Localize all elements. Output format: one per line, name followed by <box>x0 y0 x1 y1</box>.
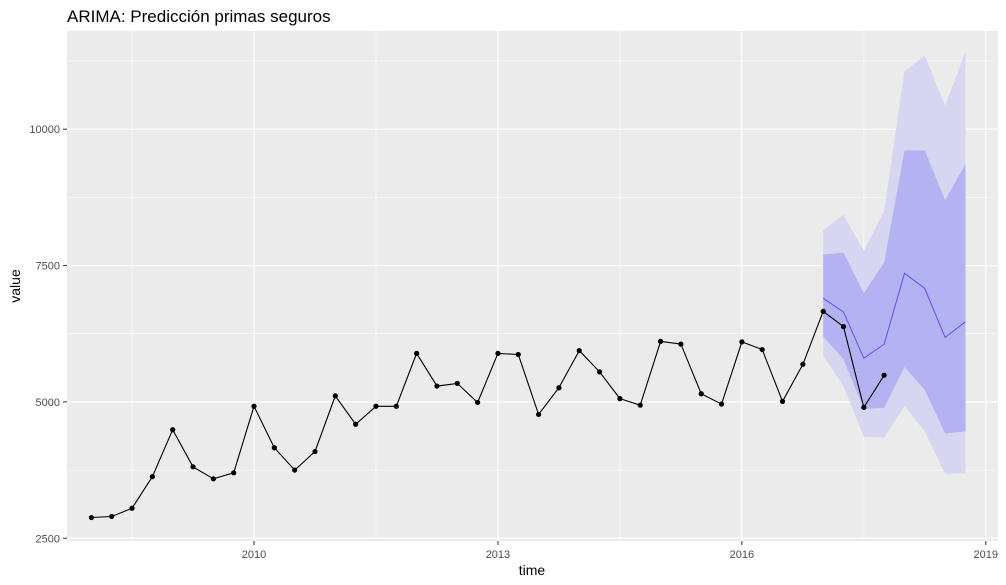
observed-point <box>576 348 582 354</box>
observed-point <box>515 351 521 358</box>
observed-point <box>657 338 664 344</box>
chart-title: ARIMA: Predicción primas seguros <box>67 7 331 26</box>
observed-point <box>454 380 460 386</box>
observed-point <box>414 350 420 356</box>
y-tick-label: 2500 <box>36 533 60 545</box>
observed-point <box>535 411 542 418</box>
observed-point <box>251 403 257 409</box>
y-tick-label: 7500 <box>36 261 60 273</box>
forecast-line <box>822 272 966 360</box>
observed-point <box>800 361 806 367</box>
observed-point <box>149 474 155 480</box>
observed-point <box>739 339 745 345</box>
observed-point <box>393 403 399 409</box>
observed-point <box>678 341 684 347</box>
observed-point <box>881 372 887 378</box>
data-points <box>88 308 887 521</box>
series-lines <box>91 272 966 519</box>
observed-point <box>210 476 216 482</box>
observed-point <box>495 350 501 356</box>
observed-point <box>292 467 298 473</box>
axis-ticks <box>63 128 987 545</box>
observed-point <box>637 402 643 408</box>
observed-point <box>373 403 379 409</box>
observed-point <box>759 346 765 353</box>
observed-point <box>190 464 196 470</box>
major-gridlines <box>67 31 998 541</box>
observed-point <box>718 401 725 407</box>
observed-point <box>109 513 115 520</box>
observed-point <box>129 505 135 511</box>
observed-point <box>332 393 338 399</box>
observed-point <box>779 398 786 404</box>
observed-line <box>91 310 885 519</box>
x-axis-title: time <box>519 562 546 578</box>
observed-point <box>170 427 176 433</box>
observed-point <box>617 396 623 402</box>
observed-point <box>475 399 481 406</box>
observed-point <box>861 404 867 410</box>
x-tick-labels: 2010 2013 2016 2019 <box>242 549 998 561</box>
x-tick-label: 2013 <box>486 549 510 561</box>
x-tick-label: 2019 <box>974 549 998 561</box>
observed-point <box>312 448 318 455</box>
observed-point <box>231 470 237 476</box>
y-tick-label: 5000 <box>36 397 60 409</box>
prediction-intervals <box>823 51 966 474</box>
y-tick-label: 10000 <box>29 124 60 136</box>
observed-point <box>353 421 359 427</box>
observed-point <box>434 383 440 389</box>
band-80 <box>823 150 966 434</box>
observed-point <box>556 385 562 391</box>
observed-point <box>596 369 603 375</box>
x-tick-label: 2016 <box>730 549 754 561</box>
y-tick-labels: 2500 5000 7500 10000 <box>29 124 60 545</box>
x-tick-label: 2010 <box>242 549 266 561</box>
observed-point <box>271 445 277 451</box>
observed-point <box>840 324 847 330</box>
y-axis-title: value <box>7 269 23 303</box>
observed-point <box>820 308 826 314</box>
observed-point <box>88 514 94 521</box>
observed-point <box>698 391 704 397</box>
